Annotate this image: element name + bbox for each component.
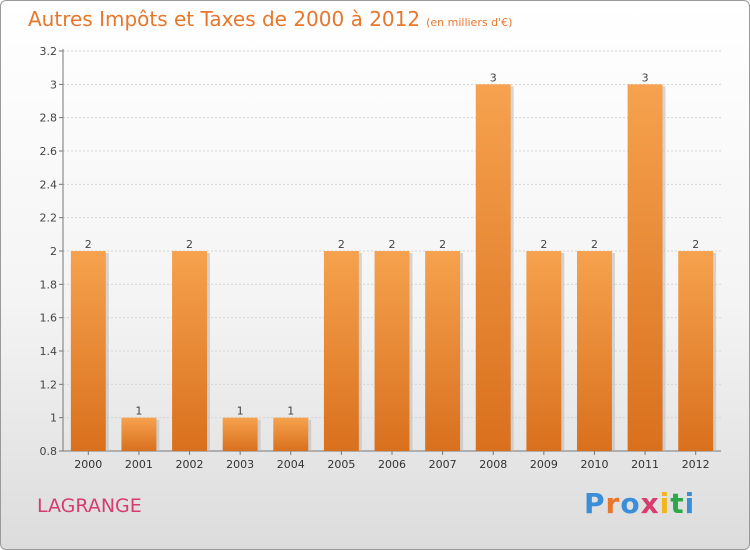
chart-title: Autres Impôts et Taxes de 2000 à 2012 xyxy=(28,7,421,31)
y-tick-label: 2 xyxy=(50,245,57,258)
logo-letter: t xyxy=(670,487,685,520)
bar xyxy=(475,84,511,451)
y-tick-label: 3.2 xyxy=(40,45,58,58)
logo-letter: i xyxy=(659,487,671,520)
data-label: 3 xyxy=(490,71,497,84)
chart-unit: (en milliers d'€) xyxy=(426,16,513,29)
bar xyxy=(121,417,157,451)
data-label: 2 xyxy=(338,238,345,251)
logo-letter: P xyxy=(584,487,606,520)
x-tick-label: 2007 xyxy=(429,458,457,471)
bar xyxy=(678,251,714,451)
x-tick-label: 2004 xyxy=(277,458,305,471)
x-tick-label: 2002 xyxy=(176,458,204,471)
x-tick-label: 2010 xyxy=(580,458,608,471)
x-tick-label: 2001 xyxy=(125,458,153,471)
y-tick-label: 0.8 xyxy=(40,445,58,458)
bar xyxy=(323,251,359,451)
x-tick-label: 2003 xyxy=(226,458,254,471)
proxiti-logo[interactable]: Proxiti xyxy=(584,487,695,520)
labels: 0.8 1 1.2 1.4 1.6 1.8 2 2.2 2.4 2.6 2.8 3 3.2 2000 2 20… xyxy=(40,45,710,471)
data-label: 2 xyxy=(85,238,92,251)
place-name: LAGRANGE xyxy=(37,495,142,517)
data-label: 2 xyxy=(692,238,699,251)
bar xyxy=(526,251,562,451)
data-label: 1 xyxy=(237,405,244,418)
y-tick-label: 1.4 xyxy=(40,345,58,358)
y-tick-label: 2.4 xyxy=(40,178,58,191)
x-tick-label: 2005 xyxy=(327,458,355,471)
y-tick-label: 1.6 xyxy=(40,312,58,325)
data-label: 2 xyxy=(186,238,193,251)
bar xyxy=(70,251,106,451)
bar xyxy=(172,251,208,451)
y-tick-label: 2.2 xyxy=(40,212,58,225)
y-tick-label: 2.6 xyxy=(40,145,58,158)
x-tick-label: 2009 xyxy=(530,458,558,471)
logo-letter: i xyxy=(684,487,696,520)
data-label: 1 xyxy=(287,405,294,418)
chart-title-block: Autres Impôts et Taxes de 2000 à 2012 (en… xyxy=(28,7,512,31)
logo-letter: r xyxy=(605,487,621,520)
data-label: 3 xyxy=(642,71,649,84)
data-label: 1 xyxy=(135,405,142,418)
x-tick-label: 2011 xyxy=(631,458,659,471)
x-tick-label: 2000 xyxy=(74,458,102,471)
bars xyxy=(70,84,717,451)
y-tick-label: 2.8 xyxy=(40,112,58,125)
bar xyxy=(222,417,258,451)
data-label: 2 xyxy=(389,238,396,251)
bar xyxy=(273,417,309,451)
bar xyxy=(576,251,612,451)
x-tick-label: 2008 xyxy=(479,458,507,471)
data-label: 2 xyxy=(591,238,598,251)
data-label: 2 xyxy=(439,238,446,251)
y-tick-label: 1.2 xyxy=(40,378,58,391)
bar xyxy=(627,84,663,451)
y-tick-label: 1 xyxy=(50,412,57,425)
bar xyxy=(374,251,410,451)
bar xyxy=(425,251,461,451)
logo-letter: o xyxy=(620,487,641,520)
logo-letter: x xyxy=(640,487,660,520)
x-tick-label: 2012 xyxy=(682,458,710,471)
x-tick-label: 2006 xyxy=(378,458,406,471)
y-tick-label: 3 xyxy=(50,78,57,91)
data-label: 2 xyxy=(540,238,547,251)
y-tick-label: 1.8 xyxy=(40,278,58,291)
